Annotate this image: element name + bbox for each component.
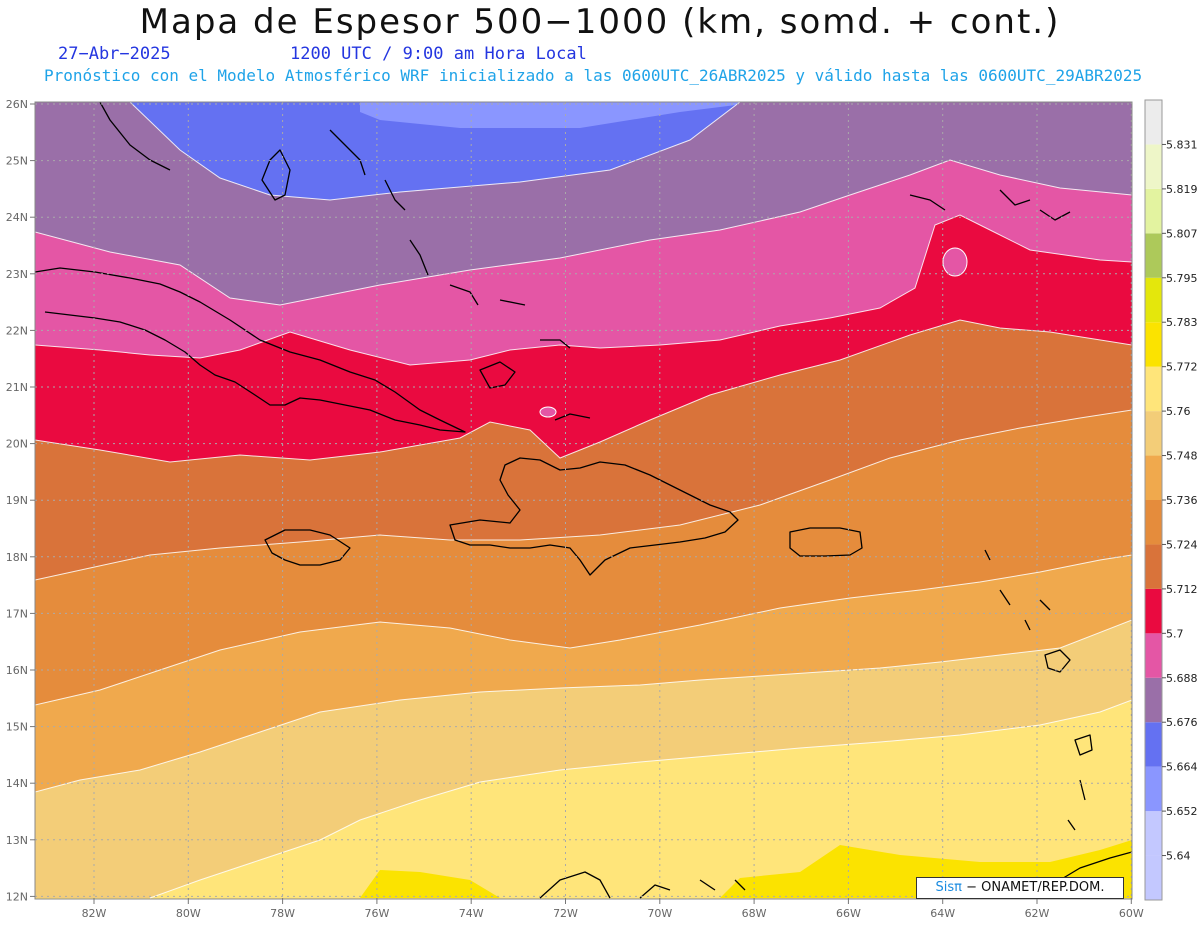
colorbar-label: 5.652 bbox=[1166, 805, 1198, 818]
colorbar-swatch bbox=[1145, 811, 1162, 856]
colorbar: 5.64 5.652 5.664 5.676 5.688 5.7 5.712 5.724 5.7… bbox=[1144, 99, 1198, 901]
colorbar-label: 5.819 bbox=[1166, 183, 1198, 196]
colorbar-swatch bbox=[1145, 188, 1162, 234]
colorbar-label: 5.712 bbox=[1166, 583, 1198, 596]
lon-label: 64W bbox=[930, 907, 955, 920]
colorbar-label: 5.664 bbox=[1166, 761, 1198, 774]
lat-label: 16N bbox=[6, 664, 28, 677]
lat-label: 17N bbox=[6, 607, 28, 620]
lon-label: 76W bbox=[364, 907, 389, 920]
model-run-info: Pronóstico con el Modelo Atmosférico WRF… bbox=[44, 66, 1143, 85]
colorbar-swatch bbox=[1145, 766, 1162, 812]
colorbar-label: 5.748 bbox=[1166, 450, 1198, 463]
lon-label: 72W bbox=[553, 907, 578, 920]
lat-label: 23N bbox=[6, 268, 28, 281]
lat-label: 12N bbox=[6, 890, 28, 903]
lat-label: 18N bbox=[6, 551, 28, 564]
credit-text: − ONAMET/REP.DOM. bbox=[966, 880, 1105, 895]
lon-label: 60W bbox=[1119, 907, 1144, 920]
lon-label: 78W bbox=[270, 907, 295, 920]
lat-label: 15N bbox=[6, 721, 28, 734]
lat-label: 13N bbox=[6, 834, 28, 847]
colorbar-label: 5.64 bbox=[1166, 850, 1191, 863]
colorbar-swatch bbox=[1145, 144, 1162, 189]
colorbar-swatch bbox=[1145, 722, 1162, 767]
colorbar-swatch bbox=[1145, 100, 1162, 145]
colorbar-label: 5.76 bbox=[1166, 405, 1191, 418]
credit-box: Sisπ − ONAMET/REP.DOM. bbox=[916, 877, 1124, 899]
colorbar-label: 5.7 bbox=[1166, 627, 1184, 640]
colorbar-swatch bbox=[1145, 544, 1162, 589]
lon-label: 62W bbox=[1025, 907, 1050, 920]
colorbar-swatch bbox=[1145, 322, 1162, 367]
colorbar-label: 5.724 bbox=[1166, 538, 1198, 551]
band-5.76 bbox=[150, 700, 1132, 898]
colorbar-label: 5.795 bbox=[1166, 272, 1198, 285]
colorbar-swatch bbox=[1145, 455, 1162, 500]
colorbar-swatch bbox=[1145, 633, 1162, 678]
lon-label: 80W bbox=[176, 907, 201, 920]
lat-label: 24N bbox=[6, 211, 28, 224]
colorbar-swatch bbox=[1145, 233, 1162, 278]
colorbar-swatch bbox=[1145, 366, 1162, 412]
forecast-time: 1200 UTC / 9:00 am Hora Local bbox=[290, 44, 587, 64]
coastlines bbox=[35, 102, 1132, 899]
forecast-date: 27−Abr−2025 bbox=[58, 44, 171, 64]
colorbar-swatch bbox=[1145, 855, 1162, 900]
lat-label: 19N bbox=[6, 494, 28, 507]
colorbar-swatch bbox=[1145, 500, 1162, 545]
colorbar-label: 5.736 bbox=[1166, 494, 1198, 507]
map-title: Mapa de Espesor 500−1000 (km, somd. + co… bbox=[139, 2, 1061, 42]
colorbar-swatch bbox=[1145, 277, 1162, 323]
lat-label: 20N bbox=[6, 438, 28, 451]
colorbar-label: 5.807 bbox=[1166, 227, 1198, 240]
colorbar-swatch bbox=[1145, 411, 1162, 456]
lon-label: 68W bbox=[742, 907, 767, 920]
lat-label: 26N bbox=[6, 98, 28, 111]
sispi-logo: Sisπ bbox=[935, 880, 962, 895]
colorbar-label: 5.676 bbox=[1166, 716, 1198, 729]
colorbar-swatch bbox=[1145, 677, 1162, 723]
band-5.772 bbox=[360, 870, 500, 898]
lon-label: 82W bbox=[82, 907, 107, 920]
colorbar-label: 5.772 bbox=[1166, 361, 1198, 374]
colorbar-label: 5.783 bbox=[1166, 316, 1198, 329]
colorbar-swatch bbox=[1145, 588, 1162, 634]
colorbar-label: 5.688 bbox=[1166, 672, 1198, 685]
lon-label: 74W bbox=[459, 907, 484, 920]
lat-label: 14N bbox=[6, 777, 28, 790]
lon-label: 70W bbox=[647, 907, 672, 920]
lon-label: 66W bbox=[836, 907, 861, 920]
lat-label: 22N bbox=[6, 324, 28, 337]
colorbar-label: 5.831 bbox=[1166, 138, 1198, 151]
lat-label: 21N bbox=[6, 381, 28, 394]
lat-label: 25N bbox=[6, 155, 28, 168]
